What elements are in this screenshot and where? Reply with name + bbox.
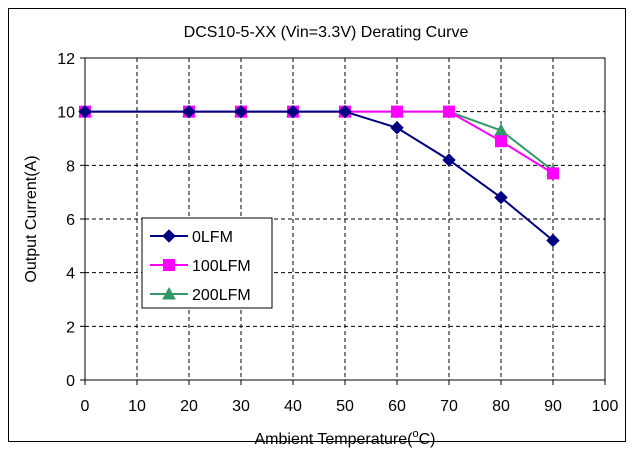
x-tick-label: 60 — [388, 398, 406, 415]
x-tick-label: 100 — [592, 398, 619, 415]
data-point — [234, 104, 248, 119]
data-point — [547, 167, 559, 180]
data-point — [495, 135, 507, 148]
legend-label: 200LFM — [192, 287, 251, 304]
x-tick-label: 70 — [440, 398, 458, 415]
y-tick-label: 12 — [57, 51, 75, 68]
series-line — [85, 110, 554, 172]
x-tick-label: 30 — [232, 398, 250, 415]
data-point — [286, 104, 300, 119]
data-point — [494, 190, 508, 205]
legend-marker — [162, 286, 176, 300]
series-0LFM — [78, 104, 560, 248]
legend-item: 200LFM — [150, 286, 251, 304]
legend-label: 100LFM — [192, 258, 251, 275]
y-tick-label: 8 — [66, 158, 75, 175]
data-point — [546, 233, 560, 248]
legend-marker — [163, 259, 175, 271]
y-tick-label: 4 — [66, 266, 75, 283]
x-tick-label: 50 — [336, 398, 354, 415]
legend-item: 100LFM — [150, 258, 251, 275]
data-point — [391, 105, 403, 118]
data-point — [182, 104, 196, 119]
series-layer — [78, 104, 560, 248]
x-axis-ticks: 0 10 20 30 40 50 60 70 80 90 100 — [81, 380, 619, 415]
legend-label: 0LFM — [192, 229, 233, 246]
x-tick-label: 40 — [284, 398, 302, 415]
chart-frame — [8, 8, 626, 442]
y-tick-label: 0 — [66, 373, 75, 390]
x-tick-label: 20 — [180, 398, 198, 415]
x-tick-label: 0 — [81, 398, 90, 415]
data-point — [78, 104, 92, 119]
series-100LFM — [79, 105, 559, 180]
y-tick-label: 2 — [66, 319, 75, 336]
chart-title: DCS10-5-XX (Vin=3.3V) Derating Curve — [184, 24, 469, 41]
data-point — [390, 121, 404, 135]
data-point — [338, 104, 352, 119]
x-axis-label-superscript: o — [412, 428, 418, 440]
x-tick-label: 90 — [544, 398, 562, 415]
x-axis-label-unit: C) — [419, 431, 436, 448]
y-tick-label: 10 — [57, 105, 75, 122]
y-axis-ticks: 0 2 4 6 8 10 12 — [57, 51, 85, 390]
legend-marker — [162, 229, 176, 243]
data-point — [442, 153, 456, 167]
data-point — [443, 105, 455, 118]
x-axis-label: Ambient Temperature(oC) — [254, 428, 435, 448]
legend-item: 0LFM — [150, 229, 233, 246]
x-axis-label-main: Ambient Temperature( — [254, 431, 413, 448]
y-axis-label: Output Current(A) — [23, 155, 40, 282]
x-tick-label: 80 — [492, 398, 510, 415]
x-tick-label: 10 — [128, 398, 146, 415]
y-tick-label: 6 — [66, 212, 75, 229]
series-line — [85, 110, 554, 175]
legend: 0LFM 100LFM 200LFM — [141, 217, 273, 309]
